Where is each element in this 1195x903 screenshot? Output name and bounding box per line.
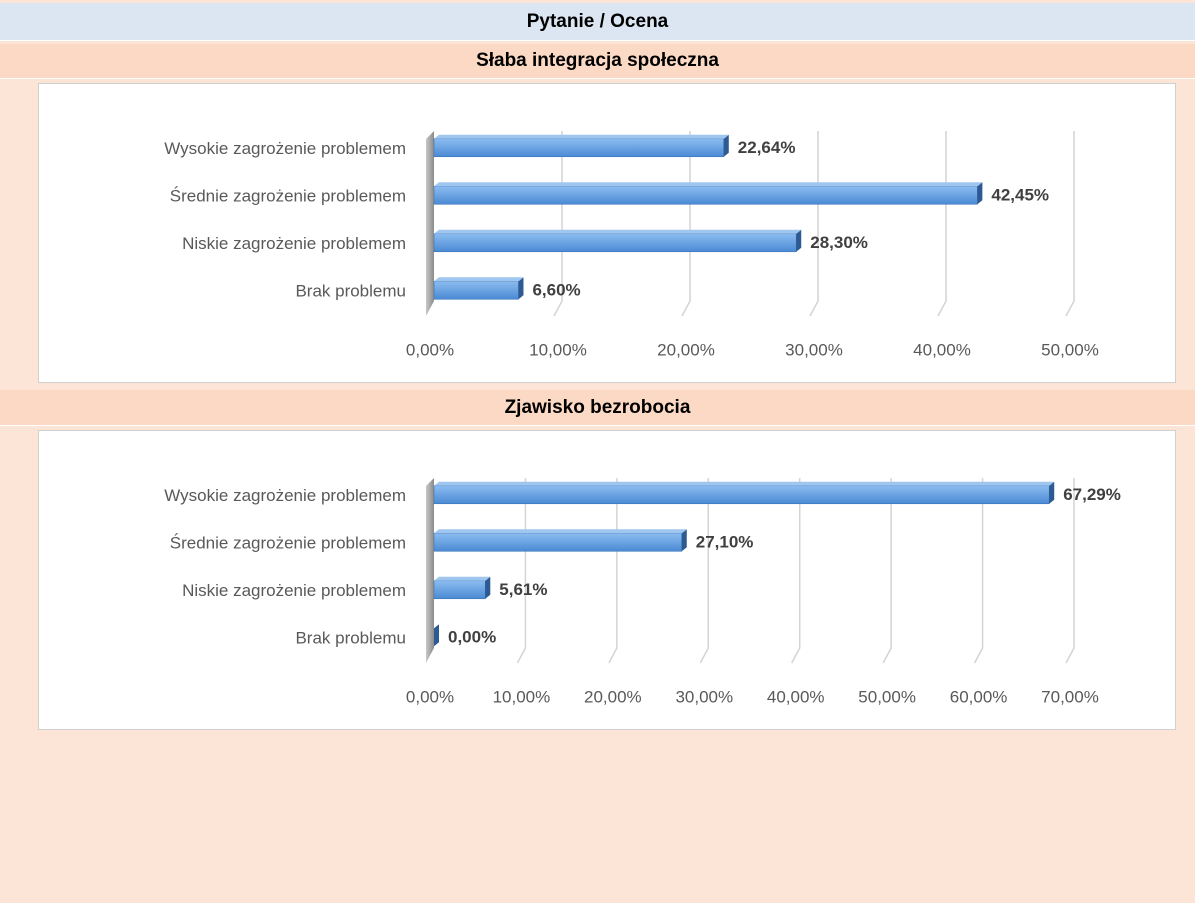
- y-tick-label: Niskie zagrożenie problemem: [182, 581, 406, 600]
- grid-line: [608, 478, 618, 664]
- y-tick-label: Średnie zagrożenie problemem: [170, 534, 406, 553]
- header-title: Pytanie / Ocena: [526, 10, 669, 32]
- bar-side: [977, 182, 983, 205]
- data-label: 67,29%: [1063, 485, 1121, 504]
- x-tick-label: 40,00%: [913, 340, 971, 359]
- grid-line: [1065, 478, 1075, 664]
- bar-top: [434, 134, 729, 139]
- bar: [433, 229, 802, 253]
- x-tick-label: 10,00%: [493, 687, 551, 706]
- y-tick-label: Niskie zagrożenie problemem: [182, 234, 406, 253]
- x-tick-label: 50,00%: [858, 687, 916, 706]
- section-row: Słaba integracja społeczna: [0, 44, 1195, 79]
- grid-line: [809, 131, 819, 317]
- y-tick-label: Średnie zagrożenie problemem: [170, 187, 406, 206]
- chart-title: Słaba integracja społeczna: [476, 50, 719, 71]
- y-tick-label: Brak problemu: [295, 282, 406, 301]
- grid-line: [882, 478, 892, 664]
- x-tick-label: 0,00%: [406, 687, 454, 706]
- data-label: 6,60%: [532, 281, 580, 300]
- bar: [433, 277, 524, 300]
- data-label: 27,10%: [696, 533, 754, 552]
- grid-line: [1065, 131, 1075, 317]
- data-label: 5,61%: [499, 580, 547, 599]
- bar-top: [434, 481, 1055, 486]
- x-tick-label: 20,00%: [657, 340, 715, 359]
- bar: [433, 182, 983, 205]
- data-label: 22,64%: [738, 138, 796, 157]
- grid-line: [681, 131, 691, 317]
- bar-front: [433, 532, 683, 552]
- chart: 0,00% 10,00% 20,00% 30,00% 40,00% 50,00% 60,00…: [164, 478, 1121, 706]
- y-tick-label: Wysokie zagrożenie problemem: [164, 139, 406, 158]
- bar-front: [433, 580, 486, 600]
- bar-side: [1049, 481, 1055, 504]
- bar-side: [485, 576, 491, 599]
- bar: [433, 529, 687, 552]
- bar-side: [723, 134, 729, 157]
- x-tick-label: 60,00%: [950, 687, 1008, 706]
- side-wall: [426, 131, 434, 316]
- grid-line: [699, 478, 710, 664]
- bar-top: [434, 529, 687, 534]
- x-tick-label: 0,00%: [406, 340, 454, 359]
- chart-box: 0,00% 10,00% 20,00% 30,00% 40,00% 50,00% Wysok…: [38, 83, 1176, 383]
- data-label: 0,00%: [448, 628, 496, 647]
- bar: [433, 481, 1055, 505]
- x-tick-label: 30,00%: [785, 340, 843, 359]
- bar-side: [796, 229, 802, 252]
- data-label: 28,30%: [810, 233, 868, 252]
- x-tick-label: 70,00%: [1041, 687, 1099, 706]
- bar-front: [433, 138, 725, 158]
- bar-top: [434, 277, 524, 282]
- chart-title: Zjawisko bezrobocia: [504, 396, 691, 418]
- bar: [434, 624, 439, 647]
- x-tick-label: 10,00%: [529, 340, 587, 359]
- chart: 0,00% 10,00% 20,00% 30,00% 40,00% 50,00% Wysok…: [164, 131, 1099, 359]
- bar-top: [434, 576, 491, 581]
- grid-line: [937, 131, 947, 317]
- bar-side: [518, 277, 524, 300]
- bar-side: [681, 529, 687, 552]
- bar-top: [434, 182, 983, 187]
- data-label: 42,45%: [991, 186, 1049, 205]
- bar: [433, 576, 491, 600]
- bar-front: [433, 280, 519, 300]
- y-tick-label: Brak problemu: [295, 629, 406, 648]
- grid-line: [516, 478, 527, 664]
- x-tick-label: 40,00%: [767, 687, 825, 706]
- section-row: Zjawisko bezrobocia: [0, 390, 1195, 426]
- bar-top: [434, 229, 802, 234]
- bar-side: [434, 624, 439, 647]
- bar-front: [433, 233, 797, 253]
- x-tick-label: 50,00%: [1041, 340, 1099, 359]
- x-tick-label: 20,00%: [584, 687, 642, 706]
- y-tick-label: Wysokie zagrożenie problemem: [164, 486, 406, 505]
- x-tick-label: 30,00%: [675, 687, 733, 706]
- header-row: Pytanie / Ocena: [0, 3, 1195, 41]
- bar-front: [433, 485, 1050, 505]
- bar: [433, 134, 729, 158]
- grid-line: [791, 478, 801, 664]
- chart-box: 0,00% 10,00% 20,00% 30,00% 40,00% 50,00% 60,00…: [38, 430, 1176, 730]
- side-wall: [426, 478, 434, 663]
- grid-line: [973, 478, 984, 664]
- bar-front: [433, 185, 978, 205]
